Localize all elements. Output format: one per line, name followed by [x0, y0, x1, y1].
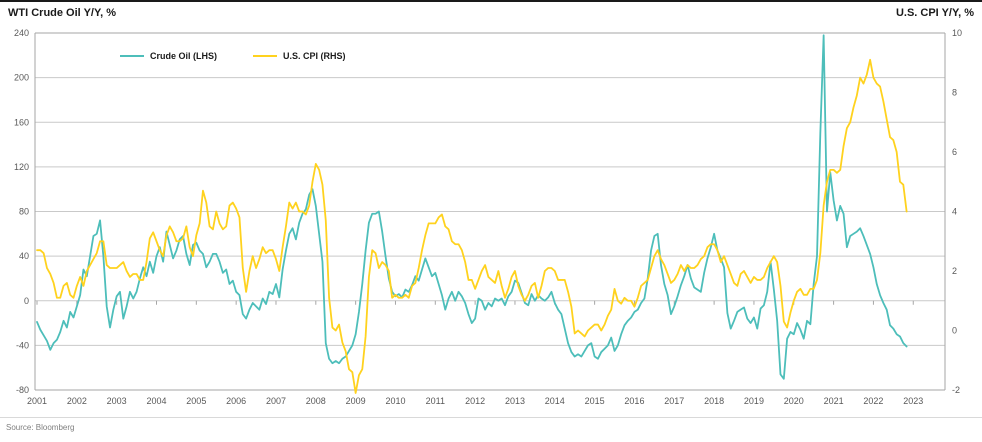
left-axis-tick-label: 160 — [14, 117, 29, 127]
source-note: Source: Bloomberg — [6, 423, 75, 432]
x-axis-year-label: 2019 — [744, 396, 764, 406]
crude-oil-swatch — [120, 55, 144, 57]
left-axis-tick-label: 200 — [14, 73, 29, 83]
crude-oil-legend-label: Crude Oil (LHS) — [150, 51, 217, 61]
x-axis-year-label: 2014 — [545, 396, 565, 406]
x-axis-year-label: 2005 — [186, 396, 206, 406]
left-axis-tick-label: 40 — [19, 251, 29, 261]
x-axis-year-label: 2023 — [903, 396, 923, 406]
x-axis-year-label: 2003 — [107, 396, 127, 406]
x-axis-year-label: 2004 — [146, 396, 166, 406]
x-axis-year-label: 2020 — [784, 396, 804, 406]
left-axis-tick-label: -40 — [16, 340, 29, 350]
x-axis-year-label: 2006 — [226, 396, 246, 406]
x-axis-year-label: 2010 — [385, 396, 405, 406]
x-axis-year-label: 2002 — [67, 396, 87, 406]
right-axis-tick-label: 6 — [952, 147, 957, 157]
right-axis-tick-label: 2 — [952, 266, 957, 276]
right-axis-tick-label: -2 — [952, 385, 960, 395]
top-rule — [0, 0, 982, 2]
us-cpi-swatch — [253, 55, 277, 57]
x-axis-year-label: 2018 — [704, 396, 724, 406]
x-axis-year-label: 2017 — [664, 396, 684, 406]
legend-item-crude-oil: Crude Oil (LHS) — [120, 51, 217, 61]
x-axis-year-label: 2021 — [824, 396, 844, 406]
left-axis-tick-label: 0 — [24, 296, 29, 306]
right-axis-tick-label: 8 — [952, 88, 957, 98]
x-axis-year-label: 2022 — [863, 396, 883, 406]
x-axis-year-label: 2008 — [306, 396, 326, 406]
right-axis-tick-label: 0 — [952, 326, 957, 336]
x-axis-year-label: 2012 — [465, 396, 485, 406]
x-axis-year-label: 2007 — [266, 396, 286, 406]
x-axis-year-label: 2016 — [624, 396, 644, 406]
left-axis-tick-label: 240 — [14, 28, 29, 38]
legend-item-us-cpi: U.S. CPI (RHS) — [253, 51, 346, 61]
us-cpi-line — [36, 58, 908, 394]
x-axis-year-label: 2011 — [426, 396, 445, 406]
left-axis-tick-label: -80 — [16, 385, 29, 395]
right-axis-tick-label: 4 — [952, 207, 957, 217]
us-cpi-legend-label: U.S. CPI (RHS) — [283, 51, 346, 61]
right-axis-tick-label: 10 — [952, 28, 962, 38]
x-axis-year-label: 2001 — [27, 396, 47, 406]
crude-oil-line — [36, 34, 908, 380]
x-axis-year-label: 2013 — [505, 396, 525, 406]
divider-rule — [0, 417, 982, 418]
left-axis-tick-label: 80 — [19, 207, 29, 217]
legend: Crude Oil (LHS) U.S. CPI (RHS) — [120, 51, 346, 61]
right-axis-title: U.S. CPI Y/Y, % — [895, 7, 974, 19]
x-axis-year-label: 2015 — [585, 396, 605, 406]
x-axis-year-label: 2009 — [346, 396, 366, 406]
left-axis-tick-label: 120 — [14, 162, 29, 172]
left-axis-title: WTI Crude Oil Y/Y, % — [8, 7, 116, 19]
